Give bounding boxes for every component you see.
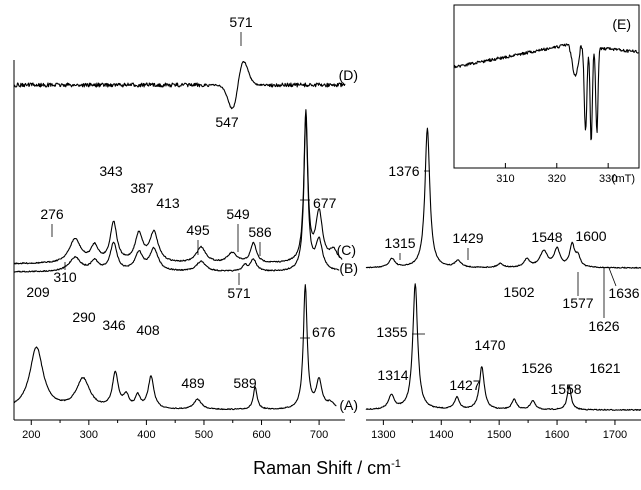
peak-label: 276 xyxy=(40,206,64,222)
inset-tick-label: 320 xyxy=(548,173,566,185)
series-label: (D) xyxy=(339,67,358,83)
x-tick-label: 1400 xyxy=(429,429,453,441)
series-label: (A) xyxy=(339,397,358,413)
peak-label: 1558 xyxy=(550,381,581,397)
peak-labels: (A) (B) (C) (D) 209 290 346 408 489 589 676 1314 135… xyxy=(26,14,639,413)
peak-label: 1600 xyxy=(575,228,606,244)
epr-inset: 310 320 330(mT) (E) xyxy=(453,4,640,185)
peak-label: 1548 xyxy=(531,229,562,245)
inset-tick-label: 330 xyxy=(599,173,617,185)
series-D-line-noise-right xyxy=(266,82,346,88)
x-tick-label: 600 xyxy=(252,429,270,441)
x-tick-label: 1700 xyxy=(603,429,627,441)
peak-label: 408 xyxy=(136,322,160,338)
peak-label: 589 xyxy=(233,375,257,391)
peak-label: 1636 xyxy=(608,285,639,301)
peak-label: 1621 xyxy=(589,360,620,376)
peak-label: 1577 xyxy=(562,295,593,311)
series-D-line-peak xyxy=(209,60,268,110)
peak-label: 677 xyxy=(313,195,337,211)
peak-label: 343 xyxy=(99,163,123,179)
peak-label: 549 xyxy=(226,206,250,222)
inset-frame xyxy=(453,4,640,169)
peak-label: 209 xyxy=(26,284,50,300)
inset-unit-label: (mT) xyxy=(612,173,635,185)
peak-label: 676 xyxy=(312,324,336,340)
peak-label: 1314 xyxy=(377,367,408,383)
peak-label: 1626 xyxy=(588,318,619,334)
peak-label: 346 xyxy=(102,317,126,333)
peak-label: 1427 xyxy=(449,377,480,393)
x-axis-label: Raman Shift / cm-1 xyxy=(253,458,401,478)
series-A-high-line xyxy=(365,283,641,411)
peak-label: 571 xyxy=(227,285,251,301)
x-tick-label: 1600 xyxy=(545,429,569,441)
series-C-low-line xyxy=(13,109,343,265)
inset-title: (E) xyxy=(612,16,631,32)
x-tick-label: 500 xyxy=(195,429,213,441)
peak-label: 1376 xyxy=(388,163,419,179)
spectra-traces xyxy=(13,60,641,411)
peak-label: 586 xyxy=(248,224,272,240)
peak-label: 310 xyxy=(53,269,77,285)
peak-label: 571 xyxy=(229,14,253,30)
inset-tick-label: 310 xyxy=(496,173,514,185)
x-tick-label: 400 xyxy=(137,429,155,441)
series-D-line-noise-left xyxy=(13,82,211,88)
series-label: (B) xyxy=(339,260,358,276)
peak-label: 547 xyxy=(215,114,239,130)
x-tick-label: 300 xyxy=(80,429,98,441)
peak-label: 495 xyxy=(186,222,210,238)
peak-label: 1526 xyxy=(521,360,552,376)
series-A-low-line xyxy=(13,284,337,411)
peak-label: 290 xyxy=(72,309,96,325)
peak-label: 1429 xyxy=(452,230,483,246)
main-axes: 200 300 400 500 600 700 1300 1400 1500 1600 1700 xyxy=(13,60,641,441)
series-label: (C) xyxy=(337,242,356,258)
peak-label: 1502 xyxy=(503,284,534,300)
x-tick-label: 200 xyxy=(22,429,40,441)
peak-label: 1315 xyxy=(384,235,415,251)
x-tick-label: 700 xyxy=(310,429,328,441)
peak-label: 387 xyxy=(130,180,154,196)
peak-label: 413 xyxy=(156,195,180,211)
peak-leader xyxy=(608,267,617,287)
peak-label: 1470 xyxy=(474,337,505,353)
series-C-high-line xyxy=(365,127,641,269)
x-tick-label: 1500 xyxy=(487,429,511,441)
x-tick-label: 1300 xyxy=(371,429,395,441)
peak-label: 489 xyxy=(181,375,205,391)
inset-epr-line xyxy=(453,43,639,141)
series-B-low-line xyxy=(13,115,340,273)
peak-label: 1355 xyxy=(376,324,407,340)
